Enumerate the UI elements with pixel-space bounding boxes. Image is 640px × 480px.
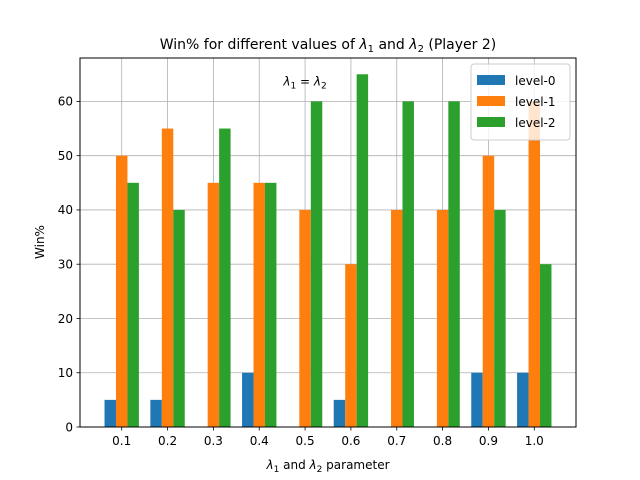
bar-level-0-0.6: [333, 399, 346, 427]
bar-level-1-0.7: [391, 209, 403, 427]
bar-level-1-0.9: [482, 155, 495, 428]
y-tick-label: 60: [58, 95, 73, 109]
axes-frame: [79, 57, 577, 428]
x-tick-label: 0.8: [433, 434, 452, 448]
x-tick-label: 0.6: [341, 434, 360, 448]
legend-label-level-2: level-2: [515, 116, 556, 130]
legend-label-level-1: level-1: [515, 95, 556, 109]
y-ticks: 0 10 20 30 40 50 60: [58, 95, 80, 434]
bar-level-1-0.6: [345, 264, 357, 427]
bar-level-1-0.5: [299, 209, 311, 427]
bar-level-2-0.8: [448, 101, 460, 427]
annotation-lambda-equal: λ1 = λ2: [282, 75, 326, 92]
legend-swatch-level-0: [477, 75, 505, 85]
bar-level-1-1.0: [528, 101, 541, 427]
y-tick-label: 10: [58, 366, 73, 380]
bar-level-1-0.8: [436, 209, 449, 427]
bar-level-2-0.3: [219, 128, 231, 427]
bar-level-0-0.2: [150, 399, 162, 427]
bar-level-0-0.9: [471, 372, 483, 427]
bar-level-1-0.2: [161, 128, 174, 427]
y-tick-label: 50: [58, 149, 73, 163]
x-tick-label: 0.9: [479, 434, 498, 448]
x-tick-label: 0.4: [250, 434, 269, 448]
x-tick-label: 0.3: [204, 434, 223, 448]
bar-level-2-0.6: [356, 74, 369, 427]
bar-level-1-0.3: [207, 182, 220, 427]
x-tick-label: 1.0: [525, 434, 544, 448]
bar-level-0-1.0: [517, 372, 529, 427]
legend-swatch-level-2: [477, 117, 505, 127]
x-ticks: 0.1 0.2 0.3 0.4 0.5 0.6 0.7 0.8 0.9 1.0: [112, 427, 544, 448]
x-tick-label: 0.1: [112, 434, 131, 448]
bar-level-2-1.0: [540, 264, 552, 427]
legend-label-level-0: level-0: [515, 74, 556, 88]
chart-title: Win% for different values of λ1 and λ2 (…: [160, 37, 496, 55]
bar-level-2-0.7: [402, 101, 414, 427]
bar-level-2-0.4: [264, 182, 277, 427]
y-tick-label: 0: [65, 420, 73, 434]
legend: level-0 level-1 level-2: [470, 63, 571, 141]
y-tick-label: 40: [58, 203, 73, 217]
x-tick-label: 0.2: [158, 434, 177, 448]
bar-level-0-0.4: [242, 372, 254, 427]
y-tick-label: 30: [58, 258, 73, 272]
x-tick-label: 0.7: [387, 434, 406, 448]
legend-swatch-level-1: [477, 96, 505, 106]
x-axis-label: λ1 and λ2 parameter: [265, 458, 389, 475]
bar-level-2-0.1: [127, 182, 139, 427]
x-tick-label: 0.5: [296, 434, 315, 448]
bar-level-2-0.9: [494, 209, 506, 427]
bar-level-2-0.2: [173, 209, 185, 427]
y-axis-label: Win%: [33, 225, 47, 259]
bar-level-2-0.5: [310, 101, 323, 427]
bar-level-0-0.1: [104, 399, 116, 427]
bar-level-1-0.1: [115, 155, 128, 428]
y-tick-label: 20: [58, 312, 73, 326]
bar-level-1-0.4: [253, 182, 265, 427]
bars: [104, 74, 552, 428]
